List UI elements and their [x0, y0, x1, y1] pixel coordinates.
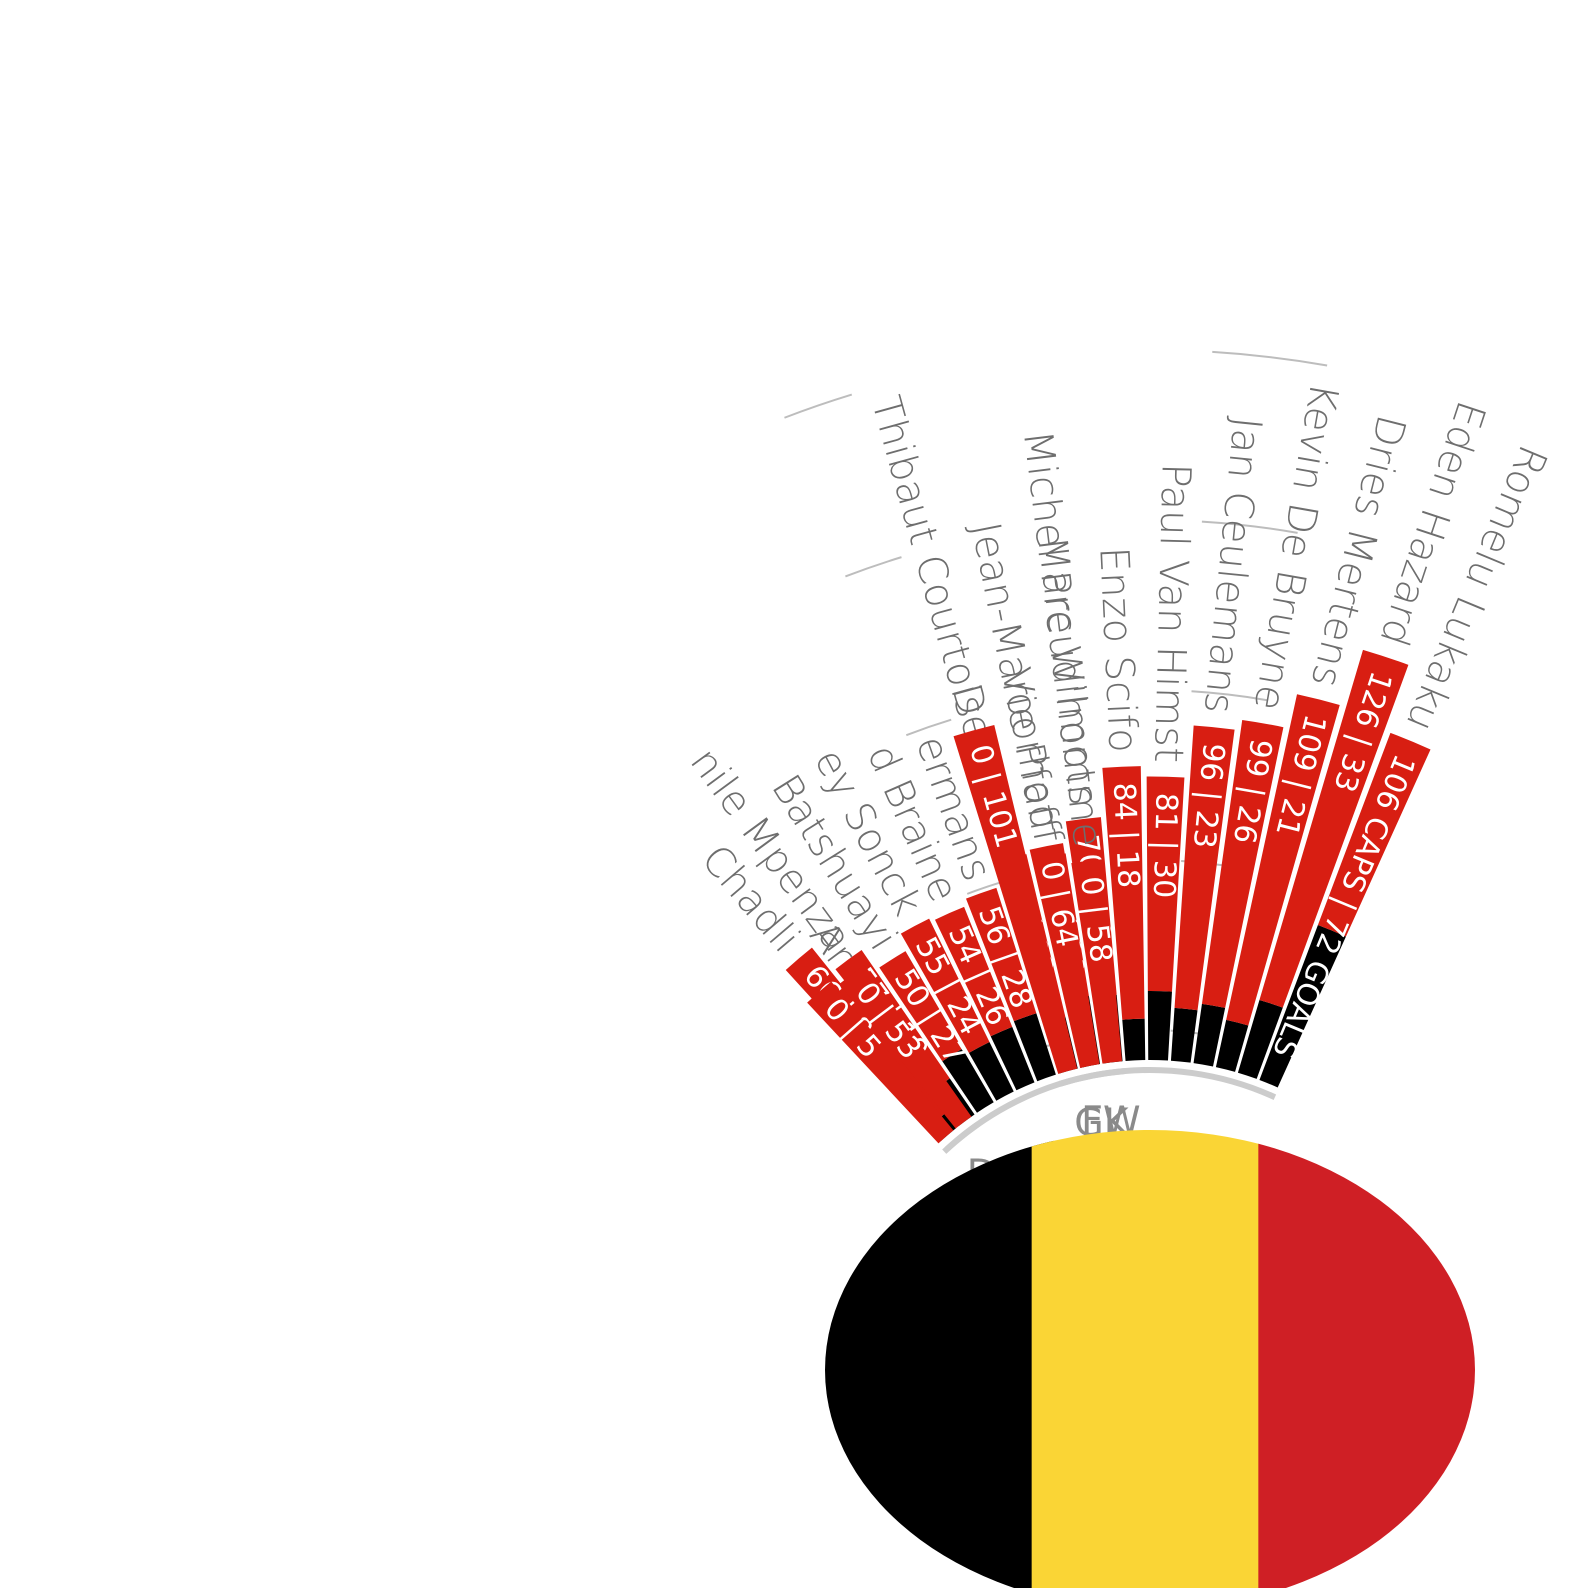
caps-segment	[1029, 843, 1100, 1068]
gridline	[1212, 350, 1328, 367]
gridlines	[784, 350, 1328, 1054]
caps-segment	[1102, 766, 1145, 1020]
goals-segment	[1147, 990, 1172, 1061]
goals-segment	[1170, 1007, 1198, 1063]
caps-segment	[965, 887, 1037, 1022]
goals-segment	[1122, 1018, 1146, 1061]
flag-stripe	[1258, 1130, 1475, 1588]
caps-segment	[1317, 732, 1431, 937]
caps-segment	[1201, 720, 1284, 1008]
goals-segment	[1237, 999, 1283, 1079]
group-ring	[1058, 1068, 1125, 1087]
goals-segment	[942, 1048, 994, 1113]
goals-segment	[968, 1041, 1014, 1101]
player-name: Paul Van Himst	[1145, 463, 1199, 764]
gridline	[905, 718, 952, 737]
goals-segment	[1193, 1003, 1226, 1067]
goals-segment	[1013, 1013, 1056, 1082]
group-ring	[942, 1121, 981, 1154]
flag-stripe	[1031, 1130, 1261, 1588]
caps-segment	[1146, 776, 1185, 992]
caps-segment	[839, 964, 972, 1129]
goals-segment	[1259, 925, 1346, 1088]
caps-segment	[1259, 649, 1409, 1008]
flag-stripe	[825, 1130, 1054, 1588]
gridline	[1201, 520, 1298, 534]
belgium-flag	[825, 1130, 1475, 1588]
player-bar: 84 | 18 Enzo Scifo	[1090, 546, 1146, 1061]
caps-segment	[934, 906, 1013, 1037]
bar-value-label: 84 | 18	[1106, 782, 1146, 889]
gridline	[784, 393, 853, 419]
caps-segment	[900, 918, 990, 1053]
caps-segment	[1226, 694, 1340, 1026]
caps-segment	[1071, 859, 1123, 1064]
gridline	[845, 556, 902, 578]
goals-segment	[990, 1026, 1035, 1091]
goals-segment	[1215, 1019, 1249, 1072]
caps-segment	[807, 981, 954, 1144]
caps-segment	[953, 725, 1078, 1074]
gridline	[1191, 690, 1269, 702]
bar-value-label: 81 | 30	[1146, 792, 1184, 898]
player-name: Enzo Scifo	[1090, 546, 1146, 754]
caps-segment	[879, 951, 963, 1062]
player-bar: 81 | 30 Paul Van Himst	[1145, 463, 1199, 1061]
caps-segment	[1174, 725, 1235, 1011]
